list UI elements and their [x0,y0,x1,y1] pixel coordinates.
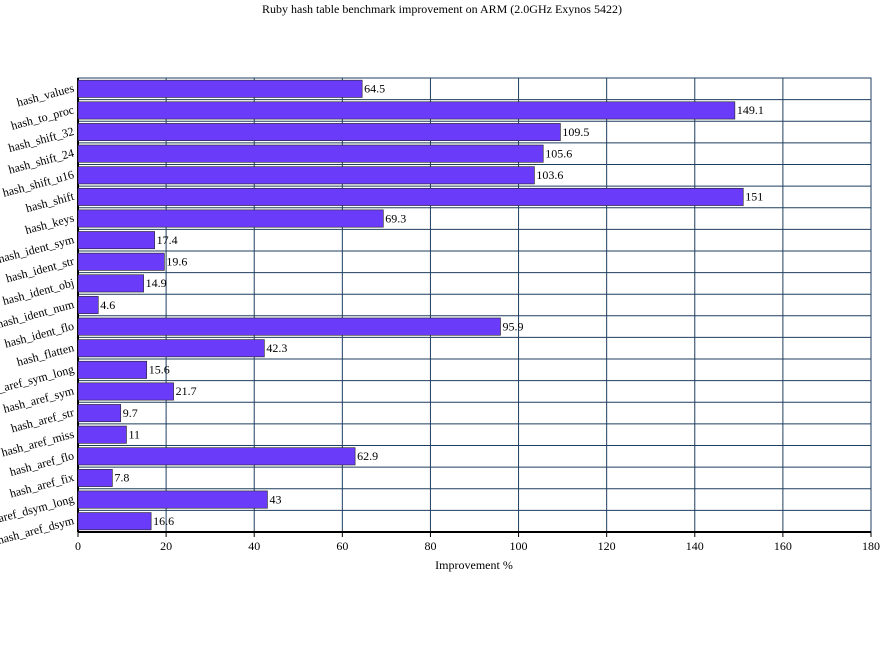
x-tick-label: 0 [75,539,81,553]
bar [77,490,268,509]
bar [77,382,174,401]
x-tick-label: 180 [862,539,880,553]
x-tick-label: 100 [510,539,528,553]
x-tick-label: 80 [424,539,436,553]
value-label: 151 [745,190,763,204]
value-label: 9.7 [123,406,138,420]
x-tick-label: 160 [774,539,792,553]
x-tick-label: 60 [336,539,348,553]
value-label: 21.7 [176,384,197,398]
chart-title: Ruby hash table benchmark improvement on… [262,2,622,16]
bar [77,447,356,466]
bar [77,404,122,423]
x-tick-label: 120 [598,539,616,553]
x-tick-label: 140 [686,539,704,553]
bar [77,317,501,336]
bar [77,101,736,120]
value-label: 109.5 [562,125,589,139]
value-label: 62.9 [357,449,378,463]
value-label: 19.6 [166,255,187,269]
x-tick-label: 40 [248,539,260,553]
x-axis-label: Improvement % [435,558,513,572]
value-label: 15.6 [149,363,170,377]
value-label: 69.3 [385,211,406,225]
value-label: 16.6 [153,514,174,528]
value-label: 14.9 [146,276,167,290]
value-label: 105.6 [545,146,572,160]
bar [77,425,127,444]
bar [77,187,744,206]
value-label: 64.5 [364,82,385,96]
value-label: 103.6 [536,168,563,182]
bar [77,144,544,163]
value-label: 11 [128,427,140,441]
bar [77,79,363,98]
bar [77,274,144,293]
value-label: 17.4 [157,233,178,247]
bar [77,123,561,141]
value-label: 43 [269,492,281,506]
value-label: 42.3 [266,341,287,355]
bar [77,469,113,487]
value-label: 7.8 [114,471,129,485]
bar [77,512,152,531]
bar [77,166,535,185]
value-label: 4.6 [100,298,115,312]
bar [77,360,148,379]
value-label: 149.1 [737,103,764,117]
value-label: 95.9 [502,319,523,333]
bar [77,252,165,271]
bar [77,339,265,358]
x-tick-label: 20 [160,539,172,553]
bar [77,231,155,250]
bar [77,209,384,228]
bar [77,296,99,314]
